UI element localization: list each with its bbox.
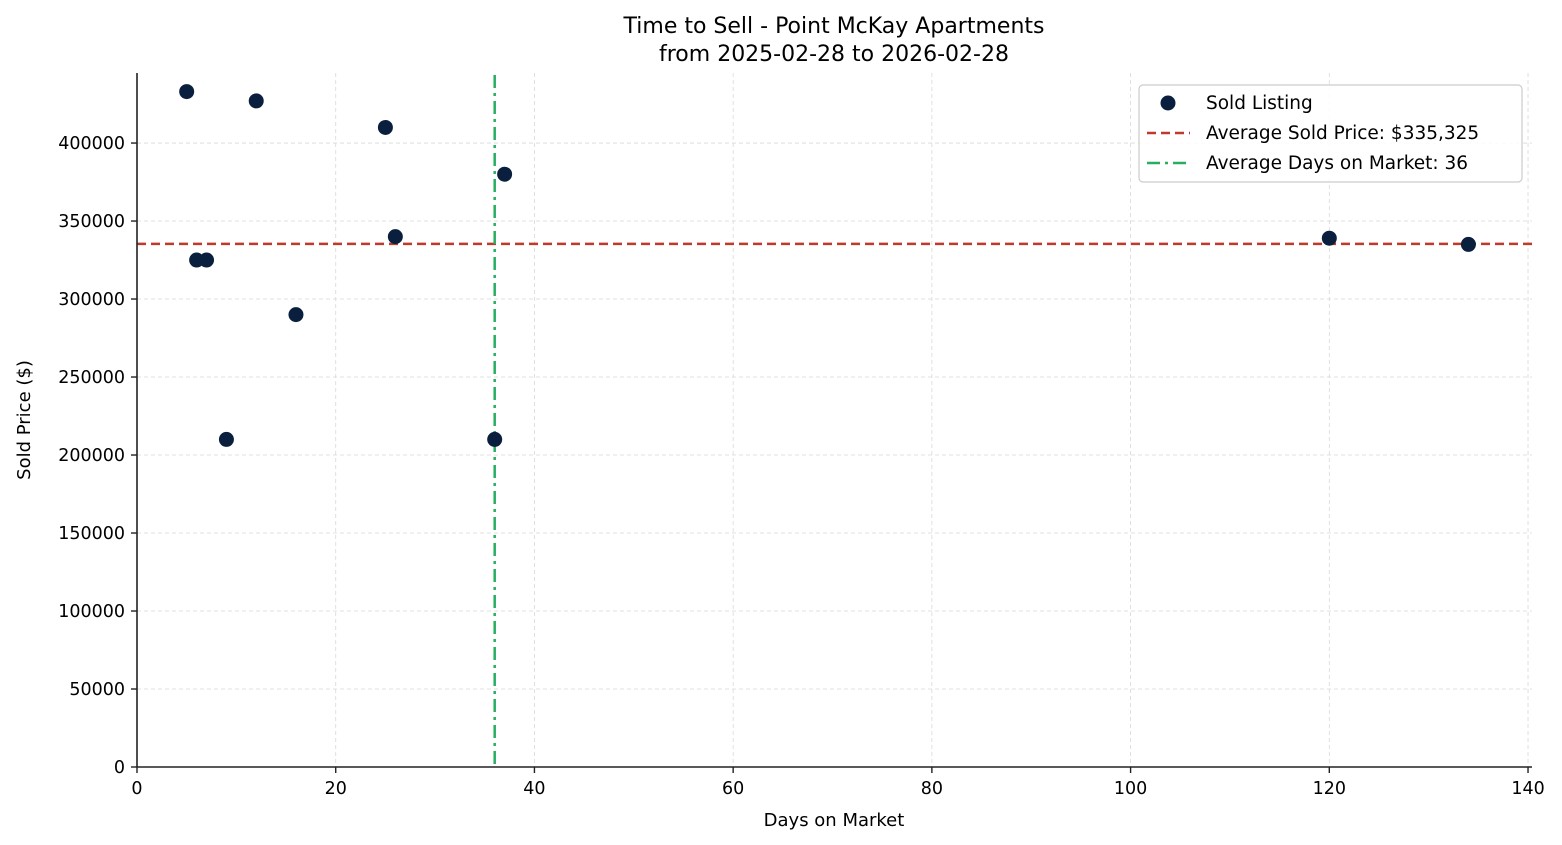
y-tick-label: 150000 [58, 524, 125, 544]
legend-box [1138, 84, 1523, 183]
chart-subtitle: from 2025-02-28 to 2026-02-28 [659, 42, 1009, 67]
data-point [497, 166, 513, 182]
data-point [387, 229, 403, 245]
data-point [487, 431, 503, 447]
y-tick-label: 250000 [58, 368, 125, 388]
axes: 0 20 40 60 80 100 120 140 0 50000 100000 150000 2000… [58, 73, 1545, 799]
y-axis-label: Sold Price ($) [14, 360, 35, 480]
y-tick-label: 0 [114, 758, 125, 778]
legend-item-average-days: Average Days on Market: 36 [1147, 153, 1468, 174]
data-point [179, 84, 195, 100]
x-tick-label: 0 [131, 779, 142, 799]
data-point [377, 119, 393, 135]
data-point [1321, 230, 1337, 246]
x-tick-label: 120 [1313, 779, 1346, 799]
data-points [179, 84, 1476, 447]
data-point [218, 431, 234, 447]
data-point [288, 307, 304, 323]
chart-title: Time to Sell - Point McKay Apartments [623, 14, 1045, 39]
legend: Sold Listing Average Sold Price: $335,32… [1138, 84, 1523, 183]
x-tick-label: 80 [921, 779, 943, 799]
y-tick-label: 400000 [58, 134, 125, 154]
x-axis-label: Days on Market [764, 810, 905, 831]
legend-marker-dot-icon [1160, 95, 1176, 111]
y-tick-label: 100000 [58, 602, 125, 622]
x-tick-label: 40 [523, 779, 545, 799]
data-point [248, 93, 264, 109]
reference-lines [137, 75, 1532, 767]
legend-label: Average Days on Market: 36 [1206, 153, 1468, 174]
x-tick-label: 140 [1511, 779, 1544, 799]
y-tick-label: 200000 [58, 446, 125, 466]
data-point [1460, 236, 1476, 252]
y-tick-label: 50000 [69, 680, 125, 700]
x-tick-label: 20 [325, 779, 347, 799]
legend-item-average-price: Average Sold Price: $335,325 [1147, 123, 1479, 144]
legend-item-sold-listing: Sold Listing [1160, 93, 1313, 114]
x-tick-label: 100 [1114, 779, 1147, 799]
y-tick-label: 300000 [58, 290, 125, 310]
legend-label: Sold Listing [1206, 93, 1313, 114]
x-tick-label: 60 [722, 779, 744, 799]
data-point [199, 252, 215, 268]
y-tick-label: 350000 [58, 212, 125, 232]
legend-label: Average Sold Price: $335,325 [1206, 123, 1479, 144]
